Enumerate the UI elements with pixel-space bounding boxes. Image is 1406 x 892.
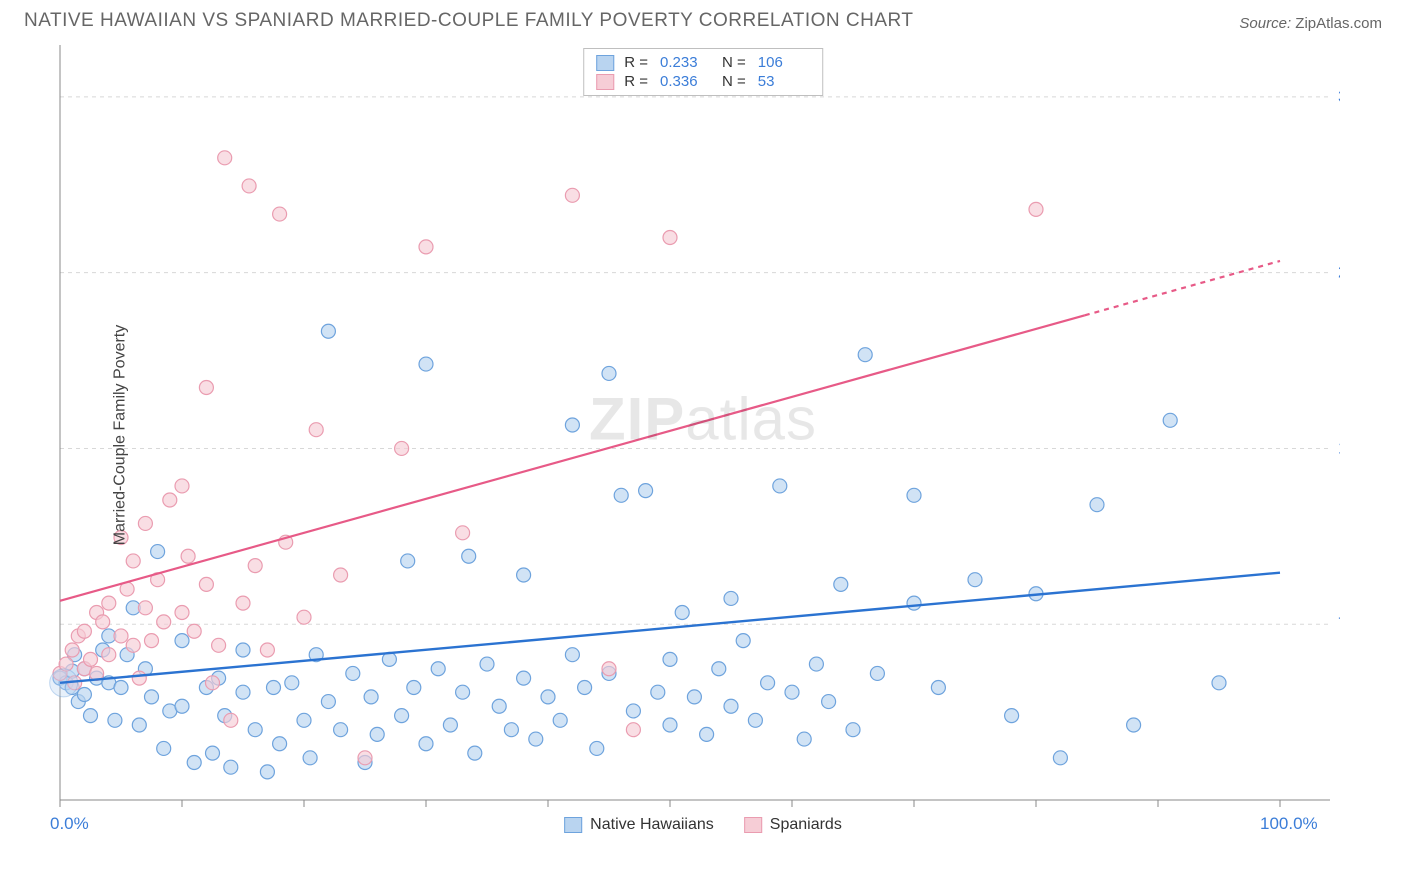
chart-source: Source: ZipAtlas.com — [1239, 15, 1382, 32]
legend-item-hawaiians: Native Hawaiians — [564, 816, 714, 834]
chart-container: Married-Couple Family Poverty 7.5% 15.0% 2… — [20, 40, 1386, 830]
n-label: N = — [722, 54, 746, 71]
legend-label: Native Hawaiians — [590, 816, 714, 834]
svg-text:22.5%: 22.5% — [1338, 263, 1340, 282]
square-icon — [744, 817, 762, 833]
svg-text:7.5%: 7.5% — [1338, 614, 1340, 633]
source-value: ZipAtlas.com — [1295, 15, 1382, 32]
svg-text:30.0%: 30.0% — [1338, 87, 1340, 106]
r-label: R = — [624, 73, 648, 90]
n-label: N = — [722, 73, 746, 90]
r-value: 0.233 — [660, 54, 712, 71]
r-label: R = — [624, 54, 648, 71]
x-axis-max-label: 100.0% — [1260, 814, 1318, 834]
square-icon — [564, 817, 582, 833]
series-legend: Native Hawaiians Spaniards — [564, 816, 842, 834]
scatter-chart: 7.5% 15.0% 22.5% 30.0% — [20, 40, 1340, 830]
legend-row-spaniards: R = 0.336 N = 53 — [596, 72, 810, 91]
chart-title: NATIVE HAWAIIAN VS SPANIARD MARRIED-COUP… — [24, 10, 914, 32]
y-axis-label: Married-Couple Family Poverty — [111, 325, 129, 546]
source-label: Source: — [1239, 15, 1291, 32]
legend-row-hawaiians: R = 0.233 N = 106 — [596, 53, 810, 72]
x-axis-min-label: 0.0% — [50, 814, 89, 834]
correlation-legend: R = 0.233 N = 106 R = 0.336 N = 53 — [583, 48, 823, 96]
r-value: 0.336 — [660, 73, 712, 90]
square-icon — [596, 55, 614, 71]
n-value: 53 — [758, 73, 810, 90]
legend-item-spaniards: Spaniards — [744, 816, 842, 834]
svg-text:15.0%: 15.0% — [1338, 438, 1340, 457]
square-icon — [596, 74, 614, 90]
n-value: 106 — [758, 54, 810, 71]
legend-label: Spaniards — [770, 816, 842, 834]
chart-header: NATIVE HAWAIIAN VS SPANIARD MARRIED-COUP… — [0, 0, 1406, 36]
